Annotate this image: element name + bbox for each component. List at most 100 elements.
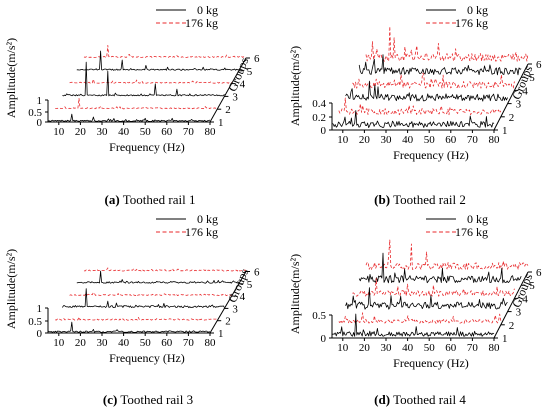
groups-axis-line (493, 63, 529, 131)
groups-tick-label: 5 (247, 279, 253, 291)
panel-caption-text: Toothed rail 2 (390, 192, 466, 207)
spectrum-line-group-1 (331, 313, 495, 337)
frequency-tick-label: 80 (489, 342, 501, 354)
spectrum-line-group-3 (345, 287, 508, 310)
groups-tick-label: 5 (247, 66, 253, 78)
amplitude-axis-title: Amplitude(m/s²) (288, 254, 302, 334)
groups-tick-label: 3 (516, 99, 522, 111)
groups-tick-label: 5 (529, 280, 535, 292)
groups-axis-line (209, 271, 247, 334)
frequency-tick-label: 30 (97, 337, 109, 349)
spectrum-line-group-5 (76, 50, 239, 71)
spectrum-line-group-1 (47, 113, 211, 122)
panel-caption-text: Toothed rail 4 (390, 392, 466, 407)
spectrum-line-group-6 (83, 267, 247, 272)
spectrum-line-group-4 (352, 72, 515, 89)
frequency-tick-label: 40 (118, 126, 130, 138)
frequency-tick-label: 20 (359, 342, 371, 354)
legend-label: 176 kg (455, 16, 488, 30)
groups-tick-label: 6 (254, 267, 260, 279)
groups-tick-label: 2 (225, 104, 231, 116)
groups-tick-label: 2 (509, 112, 515, 124)
legend-label: 176 kg (455, 225, 488, 239)
frequency-tick-label: 70 (183, 337, 195, 349)
frequency-axis-title: Frequency (Hz) (393, 356, 469, 370)
panel-caption: (c) Toothed rail 3 (103, 392, 193, 407)
frequency-tick-label: 20 (75, 126, 87, 138)
spectrum-line-group-5 (358, 54, 522, 76)
legend-label: 0 kg (467, 212, 488, 226)
frequency-tick-label: 30 (381, 342, 393, 354)
legend-label: 0 kg (197, 3, 218, 17)
groups-tick-label: 6 (536, 59, 542, 71)
frequency-tick-label: 10 (337, 342, 349, 354)
groups-tick-label: 4 (240, 291, 246, 303)
frequency-tick-label: 20 (75, 337, 87, 349)
groups-tick-label: 1 (502, 333, 508, 345)
panel-caption-letter: (b) (374, 192, 390, 207)
spectrum-line-group-2 (55, 98, 218, 110)
groups-tick-label: 2 (509, 320, 515, 332)
groups-tick-label: 6 (254, 53, 260, 65)
groups-tick-label: 3 (232, 91, 238, 103)
amplitude-axis-title: Amplitude(m/s²) (288, 46, 302, 126)
amplitude-tick-label: 0 (321, 125, 327, 137)
legend-label: 0 kg (467, 3, 488, 17)
panel-caption: (d) Toothed rail 4 (374, 392, 466, 407)
legend-label: 0 kg (197, 212, 218, 226)
frequency-tick-label: 80 (205, 337, 217, 349)
frequency-tick-label: 50 (424, 342, 436, 354)
frequency-tick-label: 50 (424, 134, 436, 146)
panel-caption: (a) Toothed rail 1 (105, 192, 196, 207)
spectrum-line-group-4 (69, 292, 232, 296)
frequency-tick-label: 60 (445, 342, 457, 354)
groups-axis-line (493, 271, 529, 339)
amplitude-tick-label: 0 (37, 117, 43, 129)
frequency-tick-label: 50 (140, 126, 152, 138)
amplitude-tick-label: 0.5 (28, 316, 42, 328)
legend-label: 176 kg (185, 16, 218, 30)
spectrum-line-group-2 (338, 97, 502, 116)
panel-caption-text: Toothed rail 1 (120, 192, 196, 207)
chart-panel-4: 10 20 30 40 50 60 70 80 Frequency (Hz) 0 0.5 Amplit… (288, 212, 542, 407)
panel-caption: (b) Toothed rail 2 (374, 192, 466, 207)
chart-panel-2: 10 20 30 40 50 60 70 80 Frequency (Hz) 00.2 0.4 Amp… (288, 3, 542, 207)
spectrum-line-group-3 (62, 61, 225, 97)
groups-tick-label: 2 (225, 316, 231, 328)
panel-caption-letter: (c) (103, 392, 117, 407)
frequency-tick-label: 80 (489, 134, 501, 146)
groups-axis-line (209, 57, 247, 123)
frequency-axis-title: Frequency (Hz) (393, 148, 469, 162)
frequency-tick-label: 70 (467, 342, 479, 354)
frequency-tick-label: 30 (97, 126, 109, 138)
frequency-tick-label: 70 (467, 134, 479, 146)
frequency-tick-label: 80 (205, 126, 217, 138)
groups-tick-label: 4 (522, 293, 528, 305)
spectrum-line-group-1 (331, 110, 495, 128)
spectrum-line-group-5 (358, 252, 522, 284)
spectrum-line-group-4 (352, 278, 515, 297)
frequency-tick-label: 30 (381, 134, 393, 146)
amplitude-axis-title: Amplitude(m/s²) (4, 38, 18, 118)
frequency-axis-title: Frequency (Hz) (109, 140, 185, 154)
frequency-tick-label: 40 (402, 134, 414, 146)
spectrum-line-group-6 (365, 26, 529, 62)
spectrum-line-group-2 (338, 312, 502, 324)
frequency-tick-label: 40 (402, 342, 414, 354)
panel-caption-letter: (a) (105, 192, 120, 207)
spectrum-line-group-6 (83, 45, 246, 58)
amplitude-tick-label: 0.5 (28, 107, 42, 119)
panel-caption-text: Toothed rail 3 (117, 392, 193, 407)
legend-label: 176 kg (185, 225, 218, 239)
panel-caption-letter: (d) (374, 392, 390, 407)
groups-tick-label: 4 (522, 85, 528, 97)
groups-tick-label: 1 (502, 125, 508, 137)
amplitude-tick-label: 1 (37, 95, 43, 107)
frequency-tick-label: 60 (445, 134, 457, 146)
